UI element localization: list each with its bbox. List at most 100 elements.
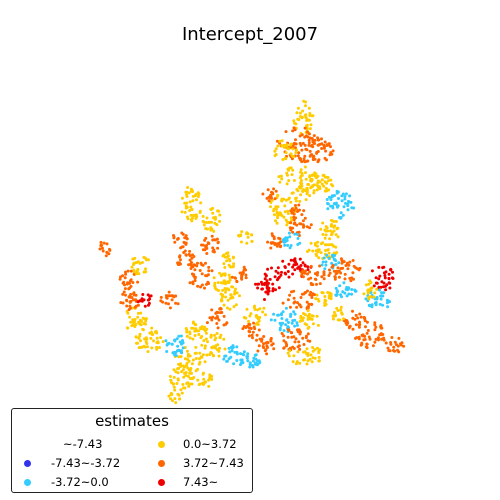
map-point — [237, 234, 241, 238]
map-point — [290, 173, 294, 177]
map-point — [383, 276, 387, 280]
map-point — [358, 312, 362, 316]
map-point — [291, 129, 295, 133]
map-point — [194, 198, 198, 202]
map-point — [105, 242, 109, 246]
map-point — [203, 380, 207, 384]
map-point — [307, 106, 311, 110]
map-point — [305, 323, 309, 327]
map-point — [303, 264, 307, 268]
map-point — [307, 143, 311, 147]
map-point — [323, 175, 327, 179]
map-point — [336, 235, 340, 239]
map-point — [181, 383, 185, 386]
map-point — [179, 258, 182, 262]
map-point — [296, 154, 300, 158]
map-point — [381, 266, 385, 270]
map-point — [230, 349, 234, 353]
map-point — [278, 139, 282, 143]
map-point — [274, 189, 278, 193]
map-point — [186, 217, 190, 221]
map-point — [324, 233, 328, 237]
map-point — [190, 261, 193, 264]
map-point — [287, 147, 291, 151]
map-point — [242, 325, 246, 328]
map-point — [210, 351, 214, 355]
map-point — [262, 306, 266, 310]
map-point — [364, 325, 367, 329]
map-point — [328, 268, 331, 272]
map-point — [297, 118, 301, 122]
map-point — [276, 313, 280, 317]
map-point — [300, 273, 304, 277]
map-point — [315, 282, 318, 286]
map-point — [314, 176, 318, 180]
map-point — [257, 328, 261, 332]
map-point — [283, 271, 287, 275]
map-point — [190, 272, 194, 276]
map-point — [201, 219, 205, 223]
map-point — [144, 336, 148, 340]
map-point — [321, 260, 325, 264]
map-point — [389, 268, 393, 272]
map-point — [293, 268, 297, 272]
map-point — [267, 286, 271, 290]
map-point — [138, 299, 142, 303]
map-point — [375, 287, 379, 291]
map-point — [304, 177, 308, 181]
map-point — [295, 223, 299, 227]
map-point — [129, 320, 133, 324]
map-point — [281, 158, 285, 161]
map-point — [295, 360, 299, 364]
map-point — [337, 197, 340, 200]
map-point — [315, 293, 319, 297]
map-point — [292, 119, 296, 123]
map-point — [357, 323, 361, 327]
map-point — [134, 298, 138, 302]
map-point — [146, 293, 150, 297]
map-point — [276, 214, 280, 218]
map-point — [221, 281, 225, 285]
map-point — [243, 267, 247, 271]
map-point — [150, 326, 154, 330]
map-point — [171, 399, 174, 403]
map-point — [384, 341, 388, 345]
map-point — [352, 264, 356, 268]
map-point — [166, 342, 170, 346]
map-point — [275, 139, 279, 143]
map-point — [264, 313, 267, 317]
map-point — [140, 319, 144, 323]
map-point — [293, 128, 297, 132]
map-point — [226, 280, 230, 284]
map-point — [208, 316, 212, 320]
map-point — [198, 382, 202, 386]
map-point — [378, 288, 381, 292]
map-point — [218, 311, 222, 315]
map-point — [320, 137, 323, 141]
map-point — [273, 213, 276, 217]
map-point — [347, 292, 351, 296]
map-point — [216, 343, 220, 347]
map-point — [226, 254, 230, 258]
map-point — [225, 306, 229, 310]
map-point — [288, 166, 292, 170]
map-title: Intercept_2007 — [181, 24, 319, 45]
map-point — [191, 280, 195, 284]
map-point — [298, 111, 302, 115]
map-point — [354, 323, 358, 327]
map-point — [263, 349, 267, 353]
map-point — [202, 339, 206, 343]
map-point — [203, 360, 207, 364]
map-point — [161, 300, 165, 304]
map-point — [303, 154, 307, 158]
map-point — [233, 350, 237, 354]
map-point — [358, 266, 362, 270]
map-point — [251, 330, 255, 334]
map-point — [345, 323, 349, 327]
map-point — [228, 307, 232, 311]
map-point — [277, 236, 281, 240]
map-point — [291, 191, 295, 195]
map-point — [246, 359, 250, 363]
map-point — [322, 146, 326, 150]
